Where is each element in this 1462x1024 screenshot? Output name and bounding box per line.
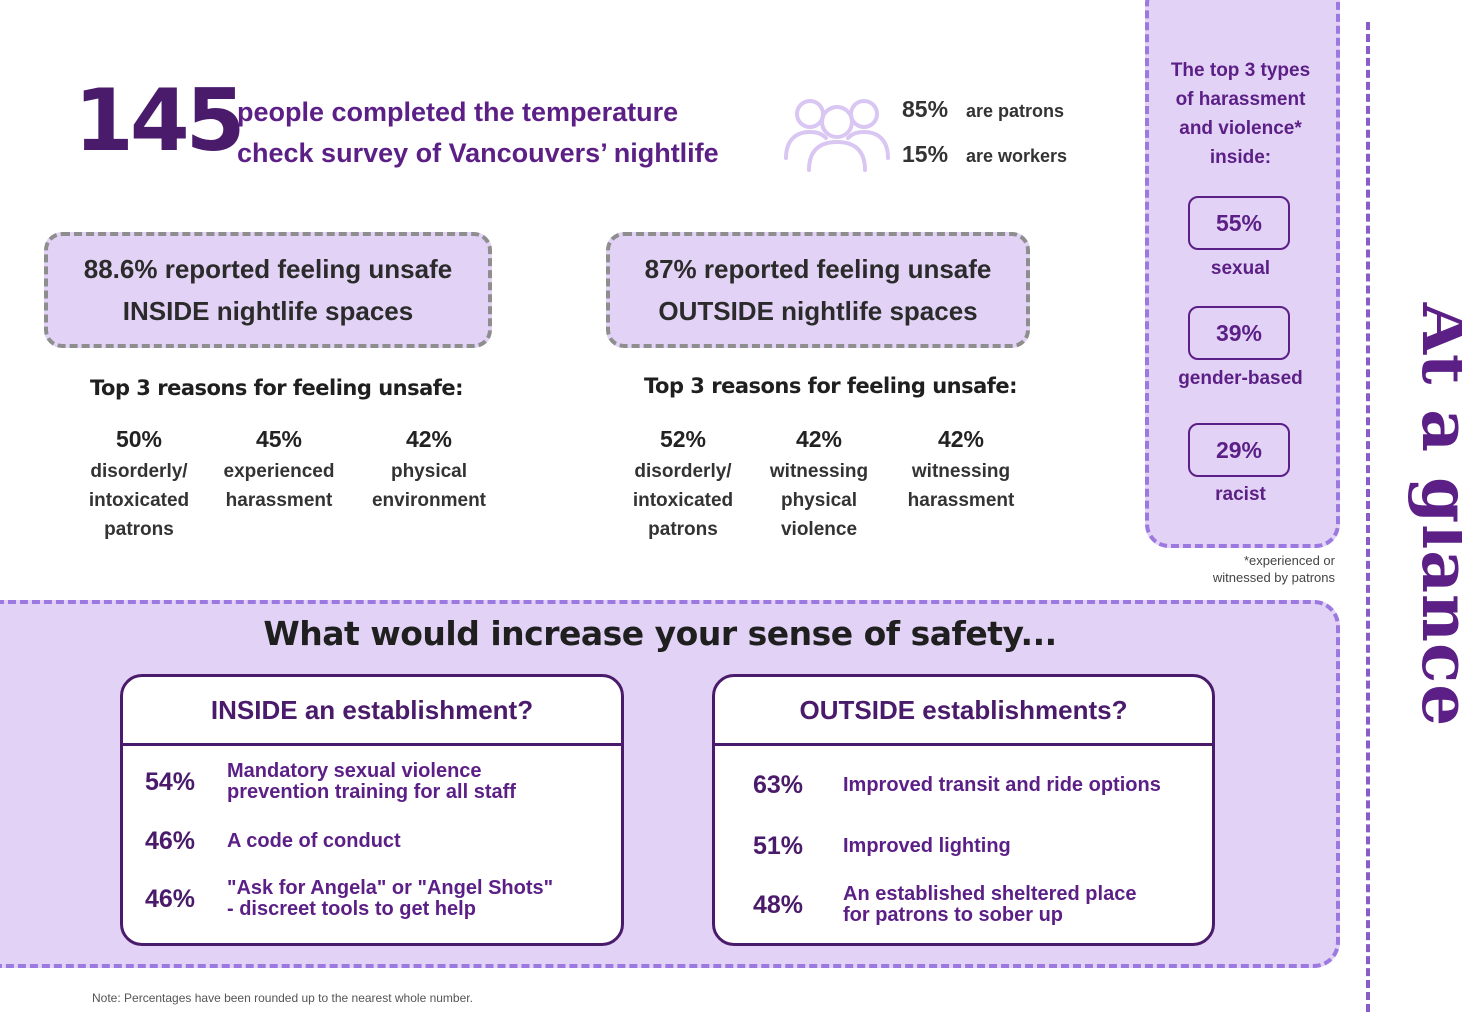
inside-reason-2: 45% experienced harassment	[204, 426, 354, 515]
stat-workers-label: are workers	[966, 146, 1068, 166]
outside-reason-3-line: witnessing	[911, 461, 1011, 482]
outside-row-2-text: Improved lighting	[843, 835, 1011, 857]
inside-row-1-line: Mandatory sexual violence	[227, 760, 482, 782]
survey-headline: people completed the temperature check s…	[237, 92, 757, 174]
outside-reason-3-pct: 42%	[937, 426, 985, 452]
vertical-divider	[1366, 22, 1370, 1012]
outside-reason-2-line: physical	[780, 490, 858, 511]
harassment-title-line: of harassment	[1175, 89, 1306, 110]
outside-reason-1-line: patrons	[648, 519, 718, 540]
people-group-icon	[784, 99, 890, 172]
harassment-footnote-line: witnessed by patrons	[1212, 570, 1335, 585]
outside-establishment-card: OUTSIDE establishments? 63% Improved tra…	[712, 674, 1215, 946]
outside-unsafe-line-1: 87% reported feeling unsafe	[644, 254, 992, 284]
inside-reason-1-pct: 50%	[115, 426, 163, 452]
inside-reason-3-line: physical	[390, 461, 468, 482]
headline-line-1: people completed the temperature	[237, 97, 679, 127]
outside-reason-1-line: disorderly/	[634, 461, 732, 482]
outside-reason-2-line: witnessing	[769, 461, 869, 482]
outside-reason-2: 42% witnessing physical violence	[744, 426, 894, 544]
inside-reasons-title: Top 3 reasons for feeling unsafe:	[90, 376, 464, 400]
inside-unsafe-line-2: INSIDE nightlife spaces	[122, 296, 414, 326]
inside-reason-3-line: environment	[371, 490, 487, 511]
inside-row-1-line: prevention training for all staff	[227, 781, 516, 803]
harassment-sexual-pct: 55%	[1188, 196, 1290, 250]
stat-patrons-label: are patrons	[966, 101, 1065, 121]
inside-row-2-text: A code of conduct	[227, 830, 401, 852]
inside-row-3-line: "Ask for Angela" or "Angel Shots"	[227, 877, 554, 899]
inside-reason-1-line: disorderly/	[90, 461, 188, 482]
stat-workers-pct: 15%	[902, 141, 949, 167]
harassment-racist-label: racist	[1215, 484, 1266, 505]
outside-row-3-pct: 48%	[753, 890, 804, 919]
inside-card-heading: INSIDE an establishment?	[123, 677, 621, 746]
inside-row-2-pct: 46%	[145, 827, 196, 855]
stat-patrons: 85% are patrons	[902, 96, 1064, 123]
outside-row-3-text: An established sheltered place for patro…	[843, 884, 1136, 926]
inside-unsafe-line-1: 88.6% reported feeling unsafe	[83, 254, 453, 284]
harassment-gender-label: gender-based	[1178, 368, 1303, 389]
stat-workers: 15% are workers	[902, 141, 1067, 168]
inside-reason-1: 50% disorderly/ intoxicated patrons	[64, 426, 214, 544]
rounding-footnote: Note: Percentages have been rounded up t…	[92, 991, 473, 1005]
stat-patrons-pct: 85%	[902, 96, 949, 122]
inside-reason-1-line: intoxicated	[88, 490, 190, 511]
inside-unsafe-box: 88.6% reported feeling unsafe INSIDE nig…	[44, 232, 492, 348]
safety-title: What would increase your sense of safety…	[263, 614, 1057, 653]
inside-row-1-text: Mandatory sexual violence prevention tra…	[227, 761, 516, 803]
harassment-gender-pct: 39%	[1188, 306, 1290, 360]
inside-row-1-pct: 54%	[145, 767, 196, 796]
inside-row-1: 54% Mandatory sexual violence prevention…	[145, 761, 516, 803]
inside-reason-1-line: patrons	[104, 519, 174, 540]
inside-reason-2-line: experienced	[223, 461, 335, 482]
headline-line-2: check survey of Vancouvers’ nightlife	[237, 138, 719, 168]
harassment-footnote-line: *experienced or	[1243, 553, 1335, 568]
harassment-title-line: inside:	[1209, 147, 1272, 168]
outside-row-2-pct: 51%	[753, 832, 804, 860]
inside-reason-2-pct: 45%	[255, 426, 303, 452]
outside-reasons-title: Top 3 reasons for feeling unsafe:	[644, 374, 1018, 398]
inside-row-3-line: - discreet tools to get help	[227, 898, 476, 920]
harassment-sexual-label: sexual	[1210, 258, 1271, 279]
outside-row-1-pct: 63%	[753, 771, 804, 799]
outside-reason-3-line: harassment	[907, 490, 1015, 511]
inside-reason-3: 42% physical environment	[354, 426, 504, 515]
inside-reason-3-pct: 42%	[405, 426, 453, 452]
outside-reason-1-line: intoxicated	[632, 490, 734, 511]
outside-reason-2-pct: 42%	[795, 426, 843, 452]
outside-card-heading: OUTSIDE establishments?	[715, 677, 1212, 746]
harassment-footnote: *experienced or witnessed by patrons	[1150, 552, 1335, 586]
outside-reason-3: 42% witnessing harassment	[886, 426, 1036, 515]
outside-row-1: 63% Improved transit and ride options	[753, 771, 1161, 800]
outside-row-3-line: An established sheltered place	[843, 883, 1137, 905]
harassment-racist-pct: 29%	[1188, 423, 1290, 477]
inside-row-3-pct: 46%	[145, 884, 196, 913]
inside-row-3: 46% "Ask for Angela" or "Angel Shots" - …	[145, 878, 553, 920]
inside-reason-2-line: harassment	[225, 490, 333, 511]
outside-reason-1-pct: 52%	[659, 426, 707, 452]
inside-establishment-card: INSIDE an establishment? 54% Mandatory s…	[120, 674, 624, 946]
respondent-count: 145	[74, 71, 246, 171]
outside-row-3-line: for patrons to sober up	[843, 904, 1063, 926]
outside-unsafe-line-2: OUTSIDE nightlife spaces	[658, 296, 978, 326]
outside-reason-2-line: violence	[780, 519, 858, 540]
outside-row-2: 51% Improved lighting	[753, 832, 1011, 861]
outside-reason-1: 52% disorderly/ intoxicated patrons	[608, 426, 758, 544]
outside-unsafe-box: 87% reported feeling unsafe OUTSIDE nigh…	[606, 232, 1030, 348]
inside-row-2: 46% A code of conduct	[145, 827, 401, 856]
harassment-title-line: and violence*	[1179, 118, 1302, 139]
outside-row-3: 48% An established sheltered place for p…	[753, 884, 1136, 926]
harassment-title-line: The top 3 types	[1170, 60, 1311, 81]
at-a-glance-title: At a glance	[1407, 302, 1462, 728]
outside-row-1-text: Improved transit and ride options	[843, 774, 1161, 796]
harassment-types-title: The top 3 types of harassment and violen…	[1153, 56, 1328, 172]
inside-row-3-text: "Ask for Angela" or "Angel Shots" - disc…	[227, 878, 553, 920]
